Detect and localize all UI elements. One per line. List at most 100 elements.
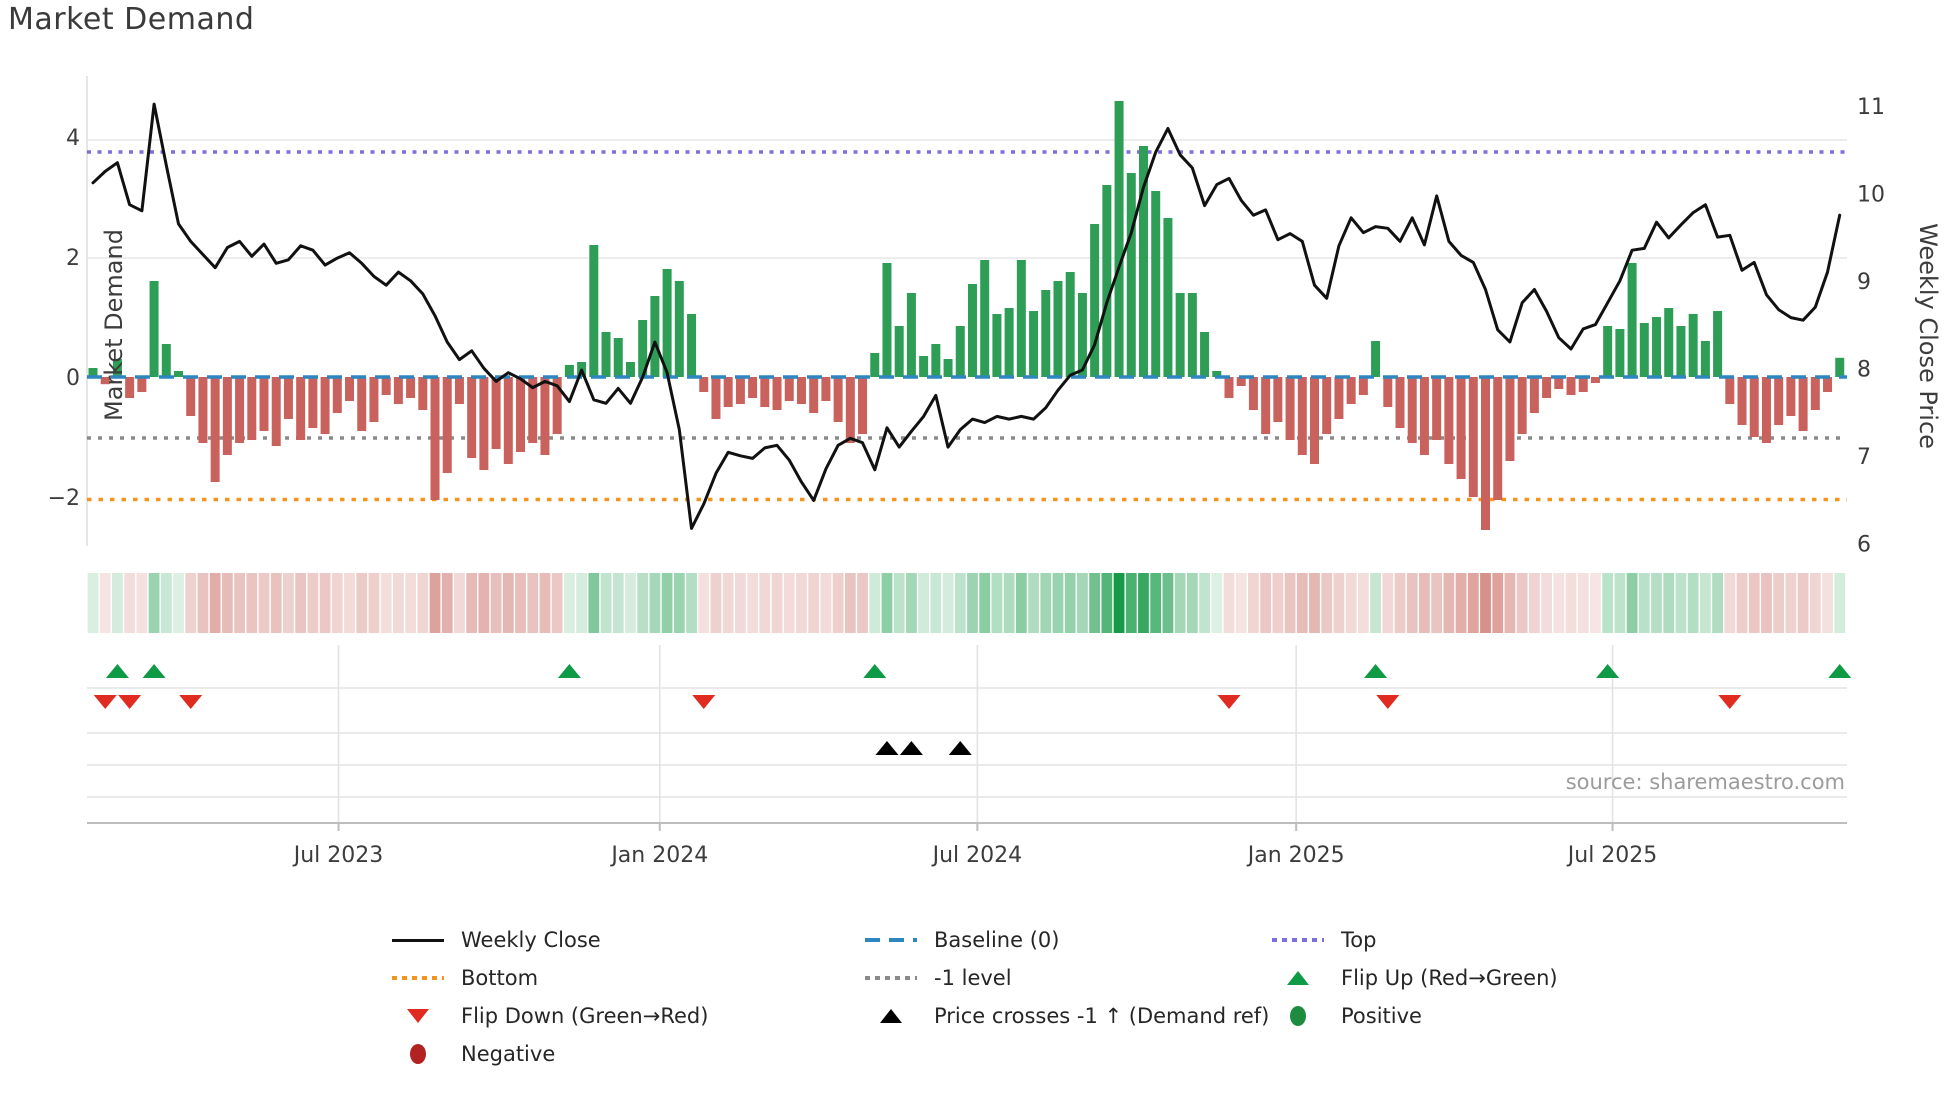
demand-bar-negative — [1322, 377, 1332, 434]
heatmap-cell — [1113, 573, 1125, 633]
demand-bar-negative — [222, 377, 232, 455]
demand-bar-negative — [332, 377, 342, 413]
right-axis-tick: 10 — [1857, 182, 1885, 207]
x-axis-tick-label: Jul 2024 — [931, 843, 1023, 868]
heatmap-cell — [906, 573, 917, 633]
heatmap-cell — [832, 573, 844, 633]
heatmap-cell — [1174, 573, 1186, 633]
demand-bar-positive — [601, 332, 611, 377]
heatmap-cell — [539, 573, 551, 633]
left-axis-tick: 2 — [66, 246, 80, 271]
demand-bar-negative — [796, 377, 806, 404]
heatmap-cell — [1455, 573, 1467, 633]
demand-bar-positive — [88, 368, 98, 377]
heatmap-cell — [722, 573, 734, 633]
demand-bar-negative — [552, 377, 562, 434]
heatmap-cell — [148, 573, 160, 633]
demand-bar-positive — [1065, 272, 1075, 377]
demand-bar-negative — [1590, 377, 1600, 383]
heatmap-cell — [246, 573, 258, 633]
demand-bar-positive — [919, 356, 929, 377]
heatmap-cell — [612, 573, 624, 633]
demand-bar-negative — [357, 377, 367, 431]
demand-bar-negative — [1224, 377, 1234, 398]
demand-bar-positive — [1029, 311, 1039, 377]
demand-bar-negative — [1297, 377, 1307, 455]
demand-bar-positive — [906, 293, 916, 377]
heatmap-cell — [368, 573, 380, 633]
heatmap-cell — [808, 573, 820, 633]
source-credit: source: sharemaestro.com — [1565, 770, 1845, 794]
demand-bar-positive — [650, 296, 660, 377]
flip-up-marker — [1596, 664, 1620, 678]
left-axis-tick: −2 — [48, 486, 80, 511]
heatmap-cell — [551, 573, 563, 633]
heatmap-cell — [625, 573, 636, 633]
heatmap-cell — [710, 573, 722, 633]
heatmap-cell — [1064, 573, 1076, 633]
demand-bar-negative — [1248, 377, 1258, 410]
heatmap-cell — [515, 573, 526, 633]
demand-bar-positive — [992, 314, 1002, 377]
demand-bar-positive — [931, 344, 941, 377]
weekly-close-line — [91, 102, 1842, 530]
x-axis-tick-label: Jul 2025 — [1566, 843, 1658, 868]
demand-bar-positive — [943, 359, 953, 377]
demand-bar-positive — [638, 320, 648, 377]
legend-item-label: -1 level — [934, 966, 1012, 990]
heatmap-cell — [1333, 573, 1345, 633]
demand-bar-negative — [137, 377, 147, 392]
legend-item-label: Positive — [1341, 1004, 1422, 1028]
demand-bar-positive — [1187, 293, 1197, 377]
demand-bar-negative — [210, 377, 220, 482]
demand-bar-negative — [1529, 377, 1539, 413]
heatmap-cell — [1504, 573, 1516, 633]
heatmap-cell — [893, 573, 905, 633]
heatmap-cell — [234, 573, 245, 633]
price-cross-marker — [948, 741, 972, 755]
demand-bar-positive — [1615, 329, 1625, 377]
demand-bar-negative — [1456, 377, 1466, 479]
demand-bar-positive — [1652, 317, 1662, 377]
heatmap-cell — [1614, 573, 1626, 633]
heatmap-cell — [1028, 573, 1039, 633]
legend-item-label: Price crosses -1 ↑ (Demand ref) — [934, 1004, 1270, 1028]
demand-bar-negative — [1542, 377, 1552, 398]
demand-bar-negative — [345, 377, 355, 401]
price-cross-marker — [899, 741, 923, 755]
legend-column: Baseline (0) -1 level Price crosses -1 ↑ (… — [865, 921, 1269, 1035]
legend-item-label: Flip Down (Green→Red) — [461, 1004, 709, 1028]
heatmap-cell — [686, 573, 697, 633]
heatmap-cell — [1809, 573, 1821, 633]
heatmap-cell — [197, 573, 209, 633]
heatmap-cell — [1321, 573, 1333, 633]
flip-up-marker — [1828, 664, 1852, 678]
demand-bar-negative — [1346, 377, 1356, 404]
heatmap-cell — [454, 573, 465, 633]
heatmap-cell — [796, 573, 807, 633]
heatmap-cell — [295, 573, 307, 633]
demand-bar-positive — [1700, 341, 1710, 377]
demand-bar-negative — [503, 377, 513, 464]
demand-bar-negative — [247, 377, 257, 440]
heatmap-cell — [1211, 573, 1223, 633]
demand-bar-positive — [1627, 263, 1637, 377]
heatmap-cell — [478, 573, 490, 633]
demand-bar-negative — [845, 377, 855, 443]
heatmap-cell — [942, 573, 954, 633]
heatmap-cell — [698, 573, 710, 633]
demand-bar-negative — [479, 377, 489, 470]
demand-bar-positive — [613, 338, 623, 377]
legend-item-label: Baseline (0) — [934, 928, 1060, 952]
demand-bar-positive — [1016, 260, 1026, 377]
demand-bar-negative — [833, 377, 843, 422]
heatmap-cell — [881, 573, 893, 633]
heatmap-cell — [1492, 573, 1504, 633]
dot-darkred-swatch-icon — [392, 1044, 444, 1064]
dotted-orange-swatch-icon — [392, 976, 444, 980]
demand-bar-positive — [1053, 281, 1063, 377]
heatmap-cell — [417, 573, 429, 633]
heatmap-cell — [918, 573, 930, 633]
heatmap-cell — [1516, 573, 1528, 633]
demand-bar-negative — [381, 377, 391, 395]
